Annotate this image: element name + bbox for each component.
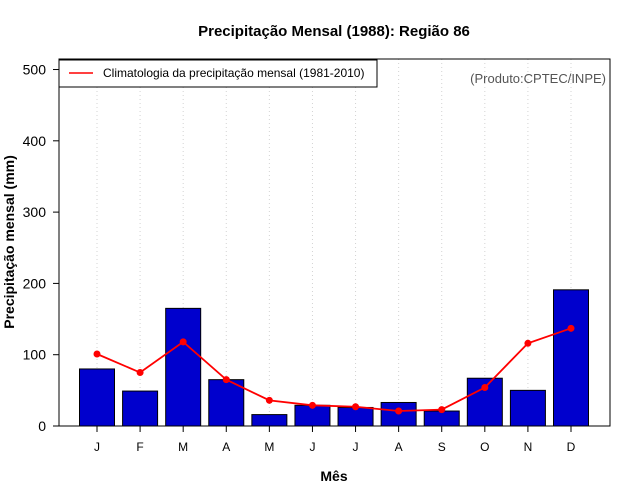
climatology-point <box>395 407 403 415</box>
climatology-point <box>308 401 316 409</box>
x-tick-label: J <box>353 440 359 454</box>
climatology-point <box>481 384 489 391</box>
legend-label: Climatologia da precipitação mensal (198… <box>103 66 364 80</box>
x-tick-label: J <box>94 440 100 454</box>
y-tick-label: 400 <box>23 133 47 149</box>
x-tick-label: M <box>264 440 274 454</box>
climatology-point <box>567 324 575 332</box>
bar <box>423 410 460 427</box>
bar <box>79 368 115 427</box>
x-tick-label: F <box>136 440 143 454</box>
climatology-point <box>524 339 532 347</box>
x-tick-label: S <box>438 440 446 454</box>
bar <box>165 307 202 427</box>
climatology-point <box>438 406 446 414</box>
bar <box>509 389 546 427</box>
climatology-point <box>352 403 360 411</box>
climatology-line-layer <box>93 324 575 415</box>
bar <box>122 390 159 427</box>
x-tick-label: J <box>309 440 315 454</box>
legend-box <box>58 59 378 88</box>
x-tick-label: A <box>222 440 230 454</box>
climatology-point <box>93 350 101 358</box>
bars-layer <box>79 289 589 427</box>
plot-frame <box>58 58 611 427</box>
legend: Climatologia da precipitação mensal (198… <box>58 59 378 88</box>
x-tick-label: D <box>567 440 576 454</box>
y-tick-label: 300 <box>23 204 47 220</box>
bar <box>251 414 288 427</box>
y-tick-label: 500 <box>23 62 47 78</box>
y-tick-label: 100 <box>23 347 47 363</box>
chart-title: Precipitação Mensal (1988): Região 86 <box>198 23 470 40</box>
y-axis: 0 100 200 300 400 500 <box>23 62 59 434</box>
x-axis-label: Mês <box>320 468 347 484</box>
bar <box>208 379 245 427</box>
bar <box>553 289 589 427</box>
climatology-point <box>222 376 230 384</box>
climatology-point <box>265 396 273 404</box>
climatology-point <box>179 338 187 346</box>
y-tick-label: 200 <box>23 275 47 291</box>
y-axis-label: Precipitação mensal (mm) <box>1 155 17 329</box>
x-tick-label: O <box>480 440 489 454</box>
x-tick-label: M <box>178 440 188 454</box>
climatology-line <box>96 327 572 412</box>
x-tick-label: A <box>395 440 403 454</box>
x-tick-label: N <box>524 440 533 454</box>
y-tick-label: 0 <box>38 418 46 434</box>
climatology-point <box>136 369 144 377</box>
credit-text: (Produto:CPTEC/INPE) <box>470 71 606 86</box>
